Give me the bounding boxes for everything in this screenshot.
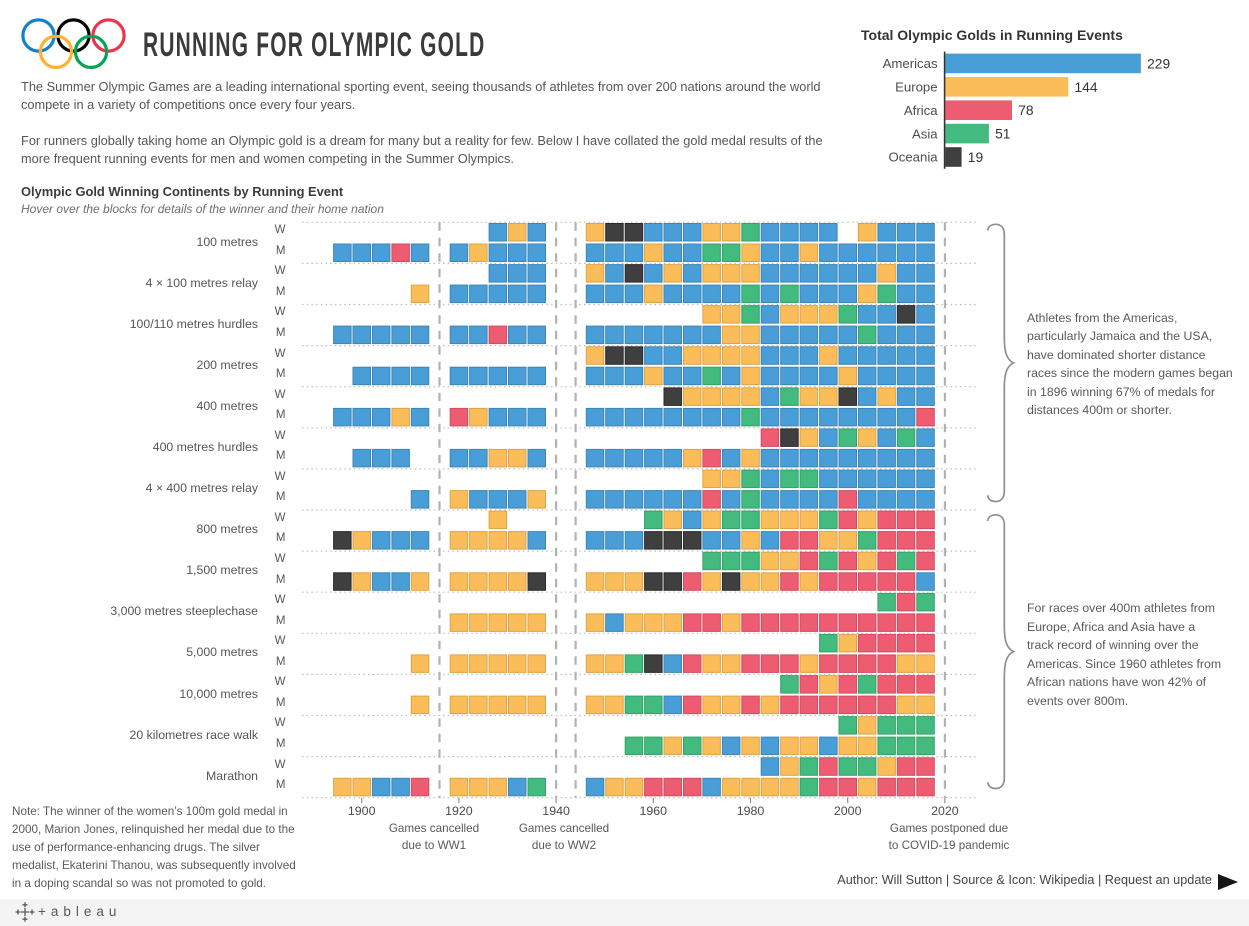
svg-text:78: 78 <box>1018 103 1034 118</box>
svg-text:Americas: Americas <box>883 56 938 71</box>
svg-text:229: 229 <box>1147 56 1170 71</box>
svg-text:Asia: Asia <box>912 126 938 141</box>
svg-text:Europe: Europe <box>895 80 938 95</box>
svg-text:19: 19 <box>968 150 984 165</box>
svg-text:Africa: Africa <box>904 103 938 118</box>
svg-text:144: 144 <box>1075 80 1098 95</box>
svg-text:Oceania: Oceania <box>888 150 938 165</box>
svg-text:51: 51 <box>995 127 1010 142</box>
